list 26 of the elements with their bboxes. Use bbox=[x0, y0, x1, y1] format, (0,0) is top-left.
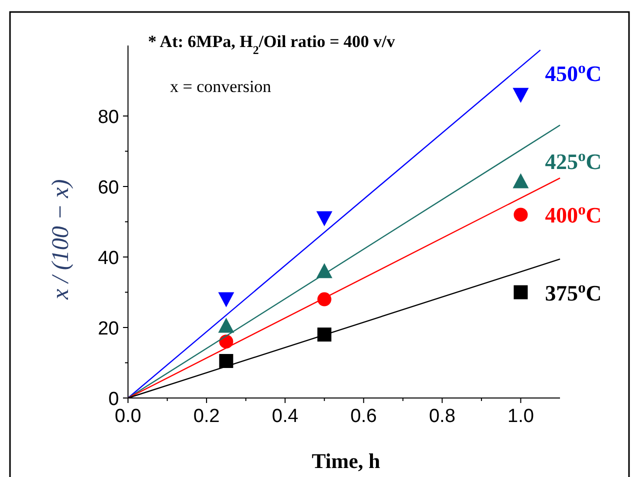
point bbox=[514, 285, 528, 300]
x-axis-title: Time, h bbox=[312, 449, 381, 473]
x-tick-label: 0.6 bbox=[350, 406, 377, 427]
x-tick-label: 0.2 bbox=[193, 406, 220, 427]
point bbox=[514, 208, 528, 222]
point bbox=[512, 88, 529, 103]
y-tick-label: 40 bbox=[98, 248, 119, 269]
point bbox=[317, 328, 332, 342]
point bbox=[218, 292, 234, 308]
annotation: * At: 6MPa, H$_{2}$/Oil ratio = 400 v/v bbox=[148, 32, 396, 57]
point bbox=[219, 354, 234, 368]
series-label: 425$^{o}$C bbox=[545, 148, 602, 174]
x-tick-label: 0.4 bbox=[272, 406, 299, 427]
point bbox=[316, 211, 332, 226]
y-tick-label: 60 bbox=[98, 178, 119, 198]
y-tick-label: 80 bbox=[98, 107, 119, 128]
x-tick-label: 1.0 bbox=[508, 406, 534, 427]
x-tick-label: 0.8 bbox=[428, 406, 456, 427]
series-label: 375$^{o}$C bbox=[545, 278, 602, 306]
y-tick-label: 20 bbox=[98, 318, 119, 340]
series-label: 450$^{o}$C bbox=[545, 59, 602, 86]
point bbox=[218, 318, 234, 333]
y-axis-title: x / (100 − x) bbox=[48, 179, 74, 300]
series-label: 400$^{o}$C bbox=[545, 201, 602, 228]
point bbox=[512, 173, 529, 188]
annotation: x = conversion bbox=[170, 77, 272, 96]
